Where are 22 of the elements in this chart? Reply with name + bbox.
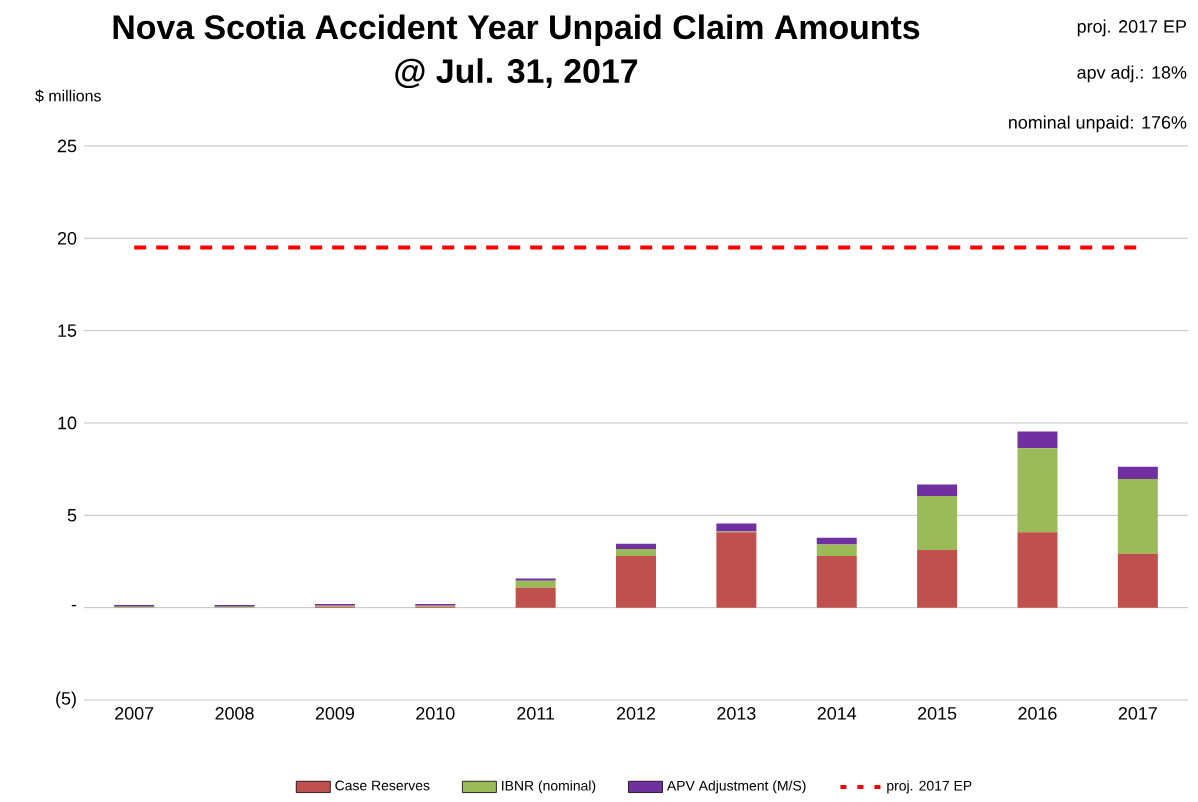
x-tick-label: 2010 [416, 707, 455, 721]
x-tick-label: 2017 [1118, 707, 1157, 721]
x-tick-label: 2011 [517, 707, 555, 721]
y-tick-label: (5) [56, 691, 76, 709]
x-tick-label: 2013 [717, 707, 756, 721]
x-tick-label: 2014 [817, 707, 857, 721]
x-tick-label: 2016 [1018, 707, 1057, 721]
y-tick-label: 15 [58, 324, 77, 338]
x-tick-label: 2015 [918, 707, 957, 721]
y-tick-label: 25 [57, 139, 77, 153]
y-tick-label: 10 [58, 416, 77, 430]
y-tick-label: 5 [67, 509, 77, 522]
y-tick-label: - [71, 605, 77, 607]
text: proj. 2017 EP [1077, 19, 1187, 37]
text: apv adj.: 18% [1077, 65, 1187, 83]
x-tick-label: 2007 [115, 707, 154, 721]
x-tick-label: 2009 [315, 707, 355, 721]
chart-title: Nova Scotia Accident Year Unpaid Claim Amounts @ Jul. 31, 2017 [113, 14, 920, 89]
y-tick-label: 20 [57, 232, 77, 245]
x-tick-label: 2012 [616, 707, 656, 721]
text: nominal unpaid: 176% [1009, 115, 1187, 133]
x-tick-label: 2008 [215, 707, 254, 721]
